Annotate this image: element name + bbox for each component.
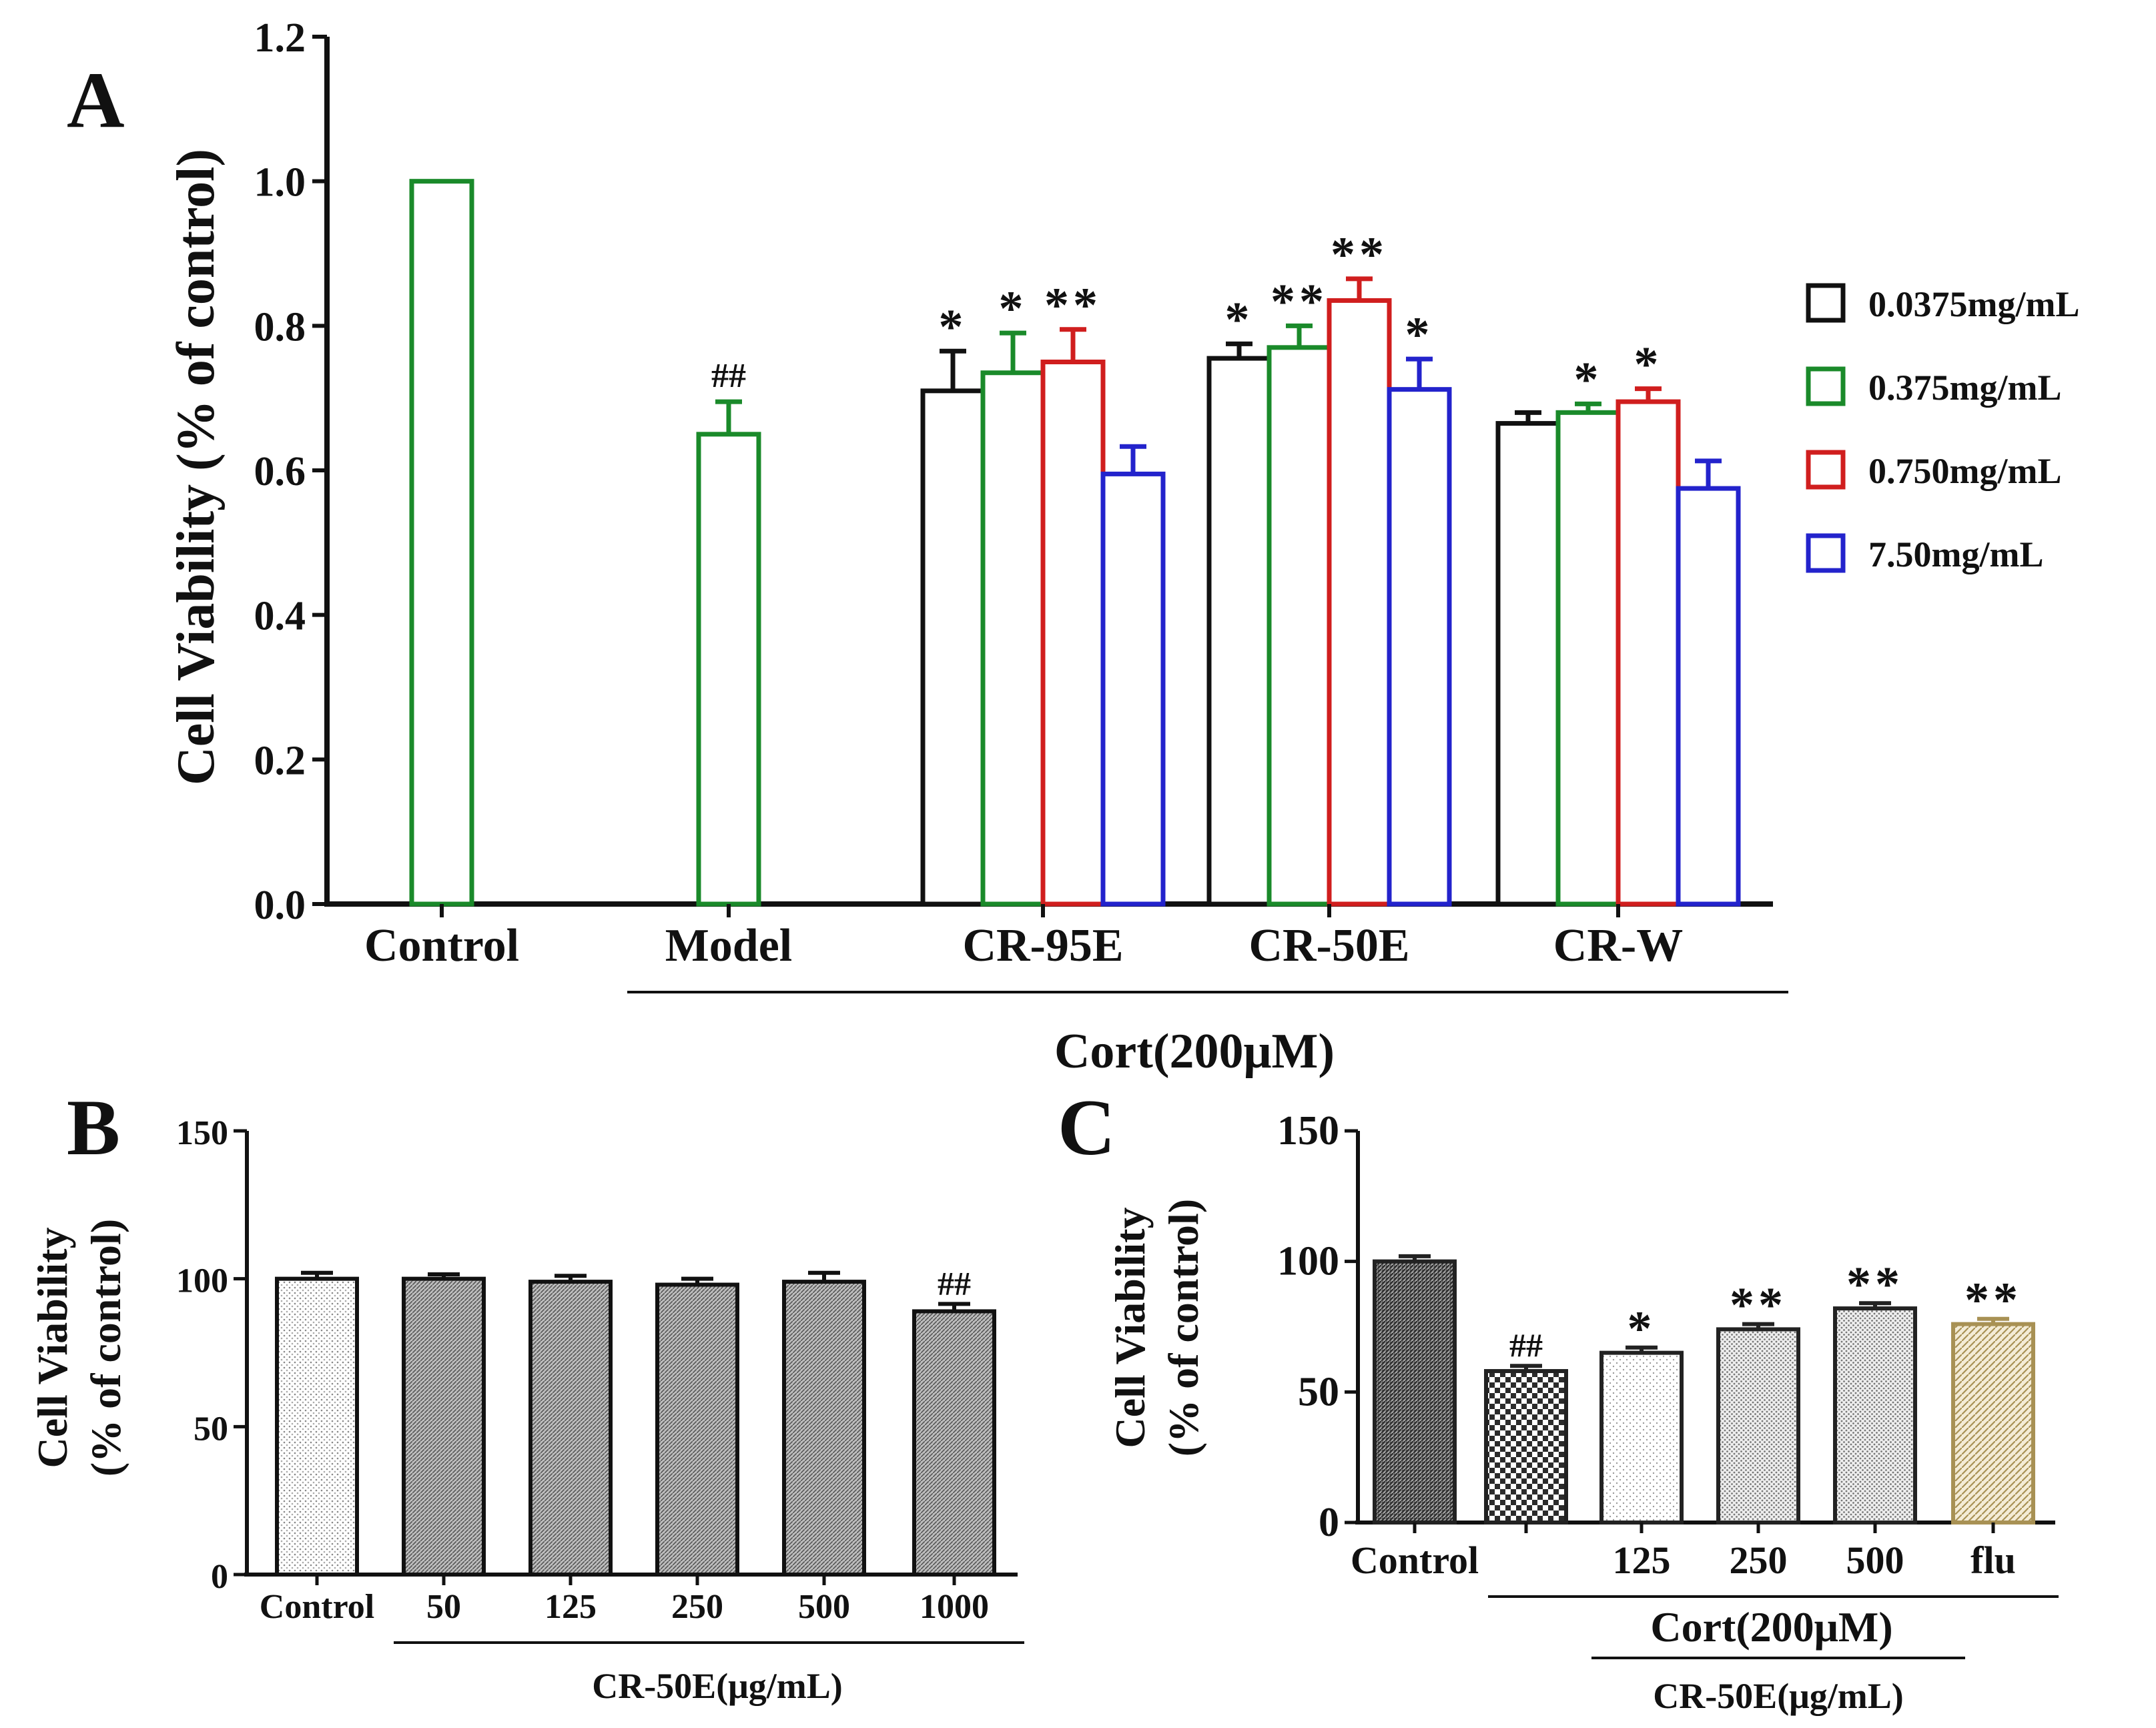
panel-b-bar-125 [528, 1280, 613, 1577]
panel-a-significance-mark: * [1225, 292, 1254, 347]
panel-a-bar-control [409, 179, 474, 907]
panel-c-significance-mark: ** [1846, 1257, 1904, 1312]
panel-b-x-tick-label: 500 [798, 1588, 850, 1626]
panel-b-bracket-label: CR-50E(μg/mL) [592, 1666, 843, 1706]
panel-c-y-tick-label: 150 [1277, 1108, 1339, 1154]
panel-b-y-tick-label: 0 [211, 1558, 228, 1596]
panel-a-y-tick-label: 0.6 [254, 449, 306, 494]
panel-a-bar-cr-95e-7-50mg-ml [1100, 471, 1166, 907]
panel-b-y-tick-label: 100 [176, 1262, 228, 1300]
panel-b-x-tick-label: 250 [671, 1588, 723, 1626]
panel-a-bar-cr-50e-0-375mg-ml [1267, 345, 1332, 907]
panel-a-bar-cr-w-0-750mg-ml [1615, 399, 1681, 907]
panel-a-significance-mark: ** [1271, 274, 1328, 329]
panel-c-bar-control [1373, 1259, 1457, 1525]
panel-a-x-tick-label: CR-W [1553, 920, 1683, 971]
panel-c-y-axis-label-line1: Cell Viability [1106, 1208, 1154, 1448]
panel-c-x-tick-label: flu [1970, 1539, 2016, 1582]
panel-a-bar-cr-w-0-0375mg-ml [1495, 421, 1561, 907]
panel-c-significance-mark: * [1628, 1302, 1656, 1356]
legend-label-0-0375mg-ml: 0.0375mg/mL [1868, 284, 2080, 324]
panel-a-significance-mark: * [939, 300, 968, 354]
panel-b-y-tick-label: 150 [176, 1114, 228, 1152]
panel-b-significance-mark: ## [938, 1264, 971, 1302]
panel-c-label: C [1058, 1083, 1116, 1172]
panel-c-bar-flu [1951, 1322, 2035, 1525]
panel-c-chart: Cell Viability (% of control) 050100150 … [1106, 1108, 2059, 1716]
panel-b-x-tick-label: 125 [545, 1588, 597, 1626]
panel-c-x-tick-label: 250 [1730, 1539, 1788, 1582]
panel-b-label: B [67, 1083, 120, 1172]
panel-c-bracket-label-2: CR-50E(μg/mL) [1653, 1676, 1904, 1716]
panel-a-y-tick-label: 0.4 [254, 594, 306, 639]
panel-a-significance-mark: ## [711, 357, 746, 395]
panel-a-significance-mark: ** [1331, 228, 1388, 282]
panel-c-x-tick-label: 125 [1613, 1539, 1671, 1582]
panel-c-y-tick-label: 0 [1319, 1500, 1339, 1545]
panel-c-significance-mark: ** [1964, 1273, 2022, 1328]
panel-a-bracket-label: Cort(200μM) [1054, 1024, 1335, 1079]
panel-a-x-tick-label: CR-50E [1248, 920, 1409, 971]
panel-c-bar-125 [1599, 1350, 1684, 1525]
panel-b-chart: Cell Viability (% of control) 050100150 … [29, 1114, 1024, 1706]
panel-a-label: A [67, 55, 125, 144]
panel-b-x-tick-label: 50 [426, 1588, 461, 1626]
panel-c-x-tick-label: Control [1351, 1539, 1479, 1582]
panel-a-y-tick-label: 1.2 [254, 15, 306, 61]
panel-c-significance-mark: ## [1509, 1326, 1543, 1364]
legend-label-7-50mg-ml: 7.50mg/mL [1868, 534, 2044, 574]
panel-a-y-tick-label: 0.0 [254, 883, 306, 928]
panel-a-significance-mark: * [999, 282, 1028, 336]
panel-a-y-tick-label: 0.2 [254, 738, 306, 783]
panel-a-y-axis-label: Cell Viability (% of control) [167, 149, 226, 785]
panel-a-bar-cr-w-0-375mg-ml [1555, 410, 1621, 907]
panel-a-bar-cr-95e-0-0375mg-ml [920, 388, 986, 907]
panel-a-bar-cr-50e-7-50mg-ml [1387, 387, 1452, 907]
panel-b-bar-250 [655, 1282, 739, 1577]
panel-c-bar-500 [1833, 1306, 1917, 1525]
panel-b-bar-50 [402, 1276, 486, 1577]
panel-a-bar-cr-95e-0-750mg-ml [1040, 360, 1106, 907]
panel-a-significance-mark: * [1634, 338, 1663, 392]
panel-b-y-tick-label: 50 [194, 1410, 228, 1448]
panel-a-bar-cr-w-7-50mg-ml [1676, 486, 1741, 907]
panel-a-significance-mark: * [1405, 308, 1434, 362]
panel-a-chart: Cell Viability (% of control) 0.0 0.2 0.4 0… [167, 15, 2080, 1079]
legend-swatch-0-375mg-ml [1806, 366, 1846, 406]
panel-b-y-axis-label-line2: (% of control) [82, 1219, 129, 1476]
panel-b-x-tick-label: 1000 [920, 1588, 989, 1626]
panel-c-bracket-label: Cort(200μM) [1650, 1603, 1892, 1651]
panel-c-y-tick-label: 100 [1277, 1239, 1339, 1284]
legend-label-0-750mg-ml: 0.750mg/mL [1868, 451, 2062, 491]
panel-c-bar-model [1484, 1369, 1568, 1525]
legend-label-0-375mg-ml: 0.375mg/mL [1868, 368, 2062, 408]
panel-a-bar-model [696, 432, 761, 907]
panel-a-legend: 0.0375mg/mL 0.375mg/mL 0.750mg/mL 7.50mg/mL [1806, 283, 2080, 574]
panel-b-bar-control [275, 1276, 359, 1577]
panel-a-bar-cr-50e-0-750mg-ml [1327, 298, 1392, 907]
panel-a-significance-mark: * [1574, 352, 1603, 407]
panel-c-x-tick-label: 500 [1846, 1539, 1904, 1582]
panel-b-bar-500 [782, 1280, 866, 1577]
panel-c-y-axis-label-line2: (% of control) [1160, 1199, 1207, 1456]
panel-a-x-tick-label: Model [665, 920, 793, 971]
panel-a-y-tick-label: 1.0 [254, 160, 306, 205]
panel-a-x-tick-label: CR-95E [962, 920, 1123, 971]
panel-a-y-tick-label: 0.8 [254, 304, 306, 350]
panel-a-significance-mark: ** [1044, 278, 1102, 333]
legend-swatch-0-0375mg-ml [1806, 283, 1846, 323]
legend-swatch-7-50mg-ml [1806, 533, 1846, 573]
panel-c-y-tick-label: 50 [1298, 1369, 1339, 1414]
panel-b-bar-1000 [912, 1309, 996, 1577]
panel-c-significance-mark: ** [1730, 1278, 1787, 1333]
panel-c-bar-250 [1716, 1327, 1800, 1525]
panel-a-bar-cr-95e-0-375mg-ml [980, 370, 1046, 907]
panel-b-x-tick-label: Control [260, 1588, 374, 1626]
panel-a-bar-cr-50e-0-0375mg-ml [1206, 356, 1272, 907]
panel-b-y-axis-label-line1: Cell Viability [29, 1228, 76, 1468]
panel-a-x-tick-label: Control [364, 920, 519, 971]
legend-swatch-0-750mg-ml [1806, 450, 1846, 490]
